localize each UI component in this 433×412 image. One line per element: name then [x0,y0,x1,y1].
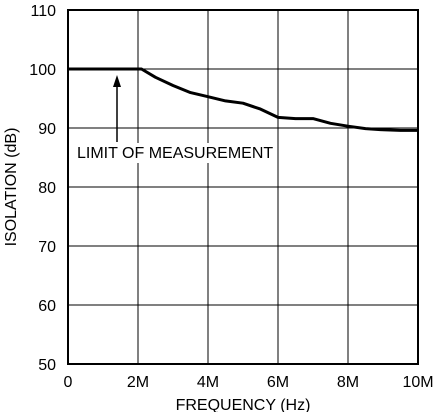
y-tick-label: 90 [38,121,56,138]
y-tick-label: 100 [29,62,56,79]
y-tick-label: 80 [38,180,56,197]
y-tick-labels: 50 60 70 80 90 100 110 [29,3,56,374]
annotation-label: LIMIT OF MEASUREMENT [77,145,273,162]
x-tick-labels: 0 2M 4M 6M 8M 10M [64,374,433,391]
x-tick-label: 4M [197,374,219,391]
x-tick-label: 8M [337,374,359,391]
x-tick-label: 10M [402,374,433,391]
series-group [68,67,418,132]
annotation-group: LIMIT OF MEASUREMENT [74,75,273,163]
x-tick-label: 2M [127,374,149,391]
annotation-arrow-head-icon [113,75,121,87]
y-tick-label: 60 [38,298,56,315]
x-tick-label: 0 [64,374,73,391]
x-axis-label: FREQUENCY (Hz) [176,397,311,412]
annotation-label-background [74,143,272,163]
y-axis-label: ISOLATION (dB) [3,128,20,247]
grid-lines [68,10,418,364]
y-tick-label: 110 [30,3,56,20]
x-tick-label: 6M [267,374,289,391]
y-tick-label: 50 [38,357,56,374]
y-tick-label: 70 [38,239,56,256]
series-line [68,67,418,132]
plot-frame [67,9,419,365]
